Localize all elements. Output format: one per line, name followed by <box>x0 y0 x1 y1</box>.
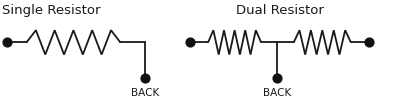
Point <box>4 42 11 43</box>
Text: BACK: BACK <box>131 88 159 98</box>
Text: Dual Resistor: Dual Resistor <box>235 4 324 17</box>
Point <box>186 42 193 43</box>
Point <box>142 78 148 79</box>
Point <box>366 42 373 43</box>
Text: Single Resistor: Single Resistor <box>2 4 100 17</box>
Text: BACK: BACK <box>263 88 292 98</box>
Point <box>274 78 281 79</box>
